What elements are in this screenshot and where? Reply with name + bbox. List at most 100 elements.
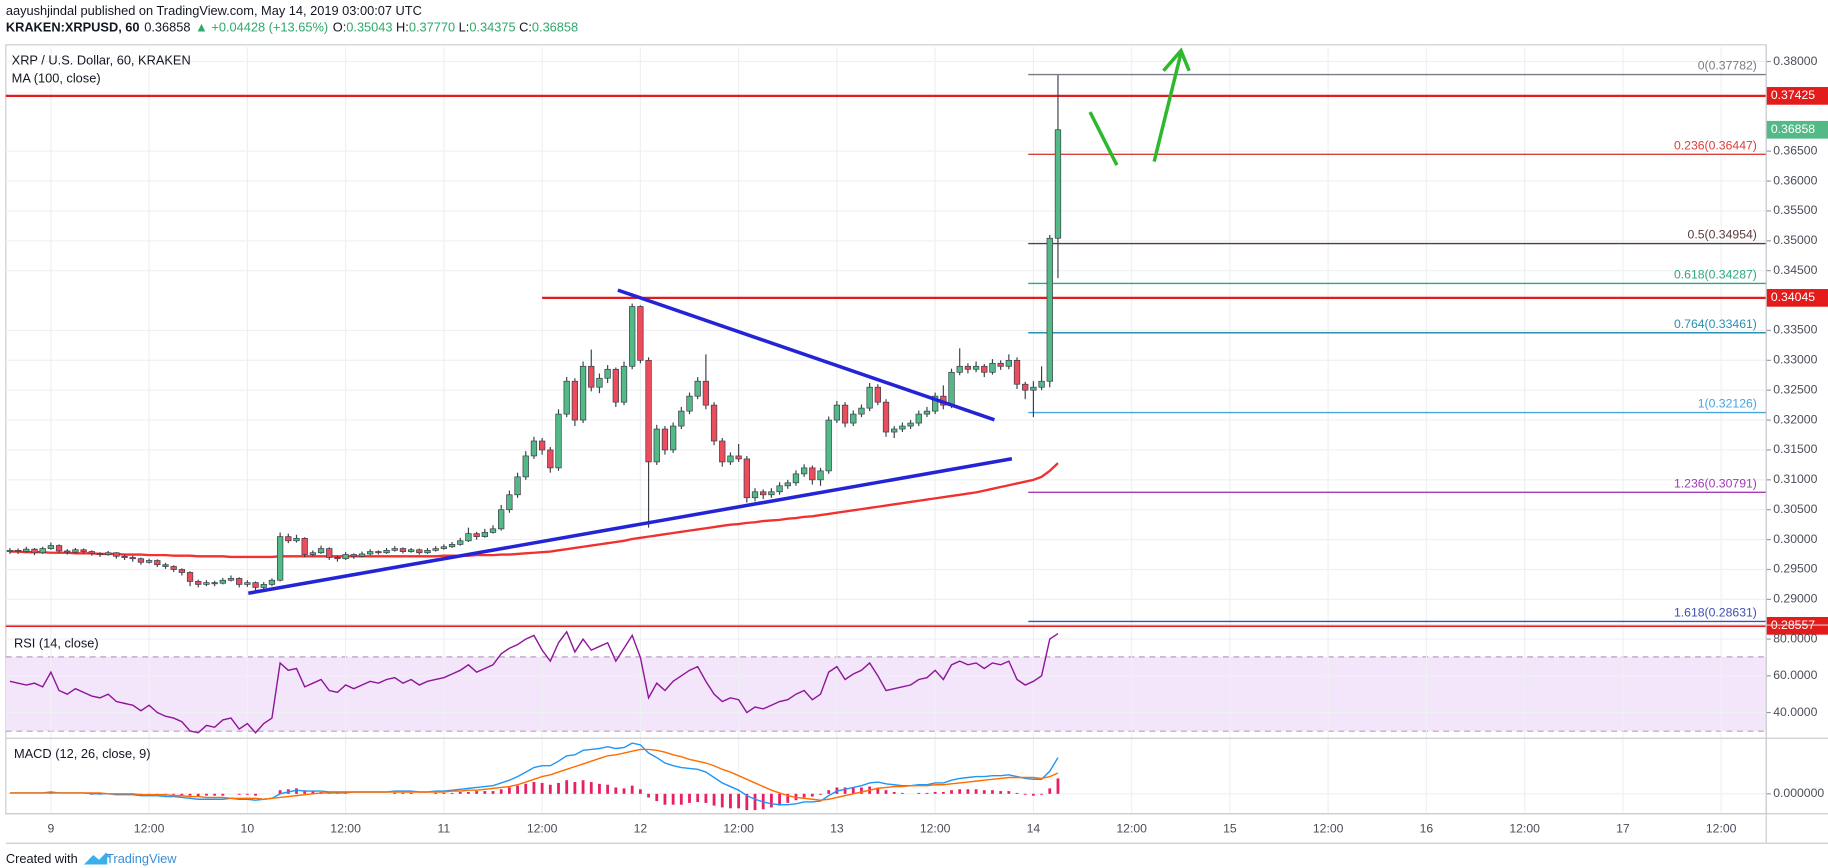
histogram-bar (557, 782, 560, 794)
histogram-bar (843, 787, 847, 794)
candle-body (481, 532, 488, 537)
histogram-bar (532, 782, 536, 794)
candle-body (694, 380, 701, 397)
quote-line: KRAKEN:XRPUSD, 60 0.36858 ▲ +0.04428 (+13.… (6, 20, 578, 35)
histogram-bar (1007, 791, 1011, 794)
histogram-bar (876, 787, 880, 794)
y-tick-label: 0.29000 (1773, 592, 1817, 606)
histogram-bar (409, 792, 413, 794)
histogram-bar (655, 793, 659, 802)
histogram-bar (1040, 793, 1043, 795)
candle-body (768, 491, 775, 496)
candle-body (522, 455, 529, 478)
candle-body (113, 552, 120, 557)
candle-body (653, 428, 660, 463)
candle-body (399, 548, 407, 552)
x-tick-label: 12:00 (1313, 821, 1344, 835)
panes (5, 44, 1767, 815)
histogram-bar (491, 791, 495, 794)
last-price-label: 0.36858 (1771, 122, 1815, 136)
quote-value: 0.37770 (409, 20, 455, 35)
candle-body (448, 544, 456, 548)
candle-body (563, 380, 570, 415)
histogram-bar (393, 792, 397, 794)
histogram-bar (745, 793, 749, 811)
candle-body (195, 581, 202, 585)
candle-body (227, 578, 235, 581)
histogram-bar (303, 790, 307, 794)
candle-body (473, 533, 480, 537)
y-tick-label: 0.31000 (1773, 472, 1817, 486)
histogram-bar (295, 788, 298, 794)
candle-body (719, 440, 726, 463)
y-tick-label: 0.36500 (1773, 143, 1817, 157)
candle-body (342, 554, 349, 560)
candle-body (252, 582, 259, 588)
level-box (1766, 616, 1828, 635)
y-tick-label: 0.33500 (1773, 323, 1817, 337)
candle-body (776, 485, 783, 493)
x-tick-label: 12:00 (920, 821, 951, 835)
histogram-bar (827, 790, 831, 794)
candle-body (571, 380, 579, 421)
fib-label: 0(0.37782) (1698, 58, 1757, 72)
y-tick-label: 0.35500 (1773, 203, 1817, 217)
histogram-bar (622, 788, 626, 794)
quote-key: L: (459, 20, 470, 35)
candle-body (334, 557, 341, 560)
candle-body (514, 476, 521, 496)
candle-body (915, 413, 922, 424)
candle-body (817, 470, 824, 481)
histogram-bar (671, 793, 675, 805)
histogram-bar (696, 793, 700, 802)
candle-body (579, 365, 587, 421)
candle-body (121, 555, 128, 558)
candle-body (391, 548, 398, 551)
x-tick-label: 12:00 (1116, 821, 1147, 835)
histogram-bar (475, 791, 479, 794)
series-line (9, 630, 1059, 734)
candle-body (260, 584, 267, 588)
candle-body (14, 550, 22, 552)
marks: 9 12:00 10 12:00 11 12:00 12 12:00 13 12:00 14 12:0… (5, 47, 1828, 835)
brand-logo (83, 852, 111, 865)
candle-body (841, 404, 849, 424)
candle-body (1038, 380, 1045, 388)
candle-body (588, 365, 595, 388)
candle-body (80, 549, 87, 552)
histogram-bar (917, 792, 921, 794)
histogram-bar (860, 787, 863, 794)
footer-brand[interactable]: TradingView (106, 851, 177, 866)
level-box (1766, 87, 1828, 105)
candle-body (997, 362, 1004, 367)
candle-body (800, 467, 808, 475)
arrow (1088, 111, 1119, 166)
candle-body (31, 548, 38, 554)
fib-label: 1(0.32126) (1698, 396, 1757, 410)
histogram-bar (679, 793, 683, 805)
candle-body (170, 566, 177, 570)
histogram-bar (819, 793, 822, 795)
candle-body (367, 551, 374, 555)
histogram-bar (786, 793, 790, 803)
histogram-bar (540, 782, 544, 794)
candle-body (72, 549, 79, 553)
quote-key: O: (333, 20, 347, 35)
candle-body (358, 553, 366, 557)
chart-title: XRP / U.S. Dollar, 60, KRAKEN (12, 53, 191, 68)
candle-body (637, 306, 644, 361)
candle-body (981, 365, 988, 373)
candle-body (137, 558, 145, 563)
histogram-bar (638, 789, 642, 794)
histogram-bar (598, 783, 601, 794)
y-tick-label: 0.34500 (1773, 263, 1817, 277)
y-tick-label: 0.32000 (1773, 412, 1817, 426)
x-tick-label: 12:00 (1706, 821, 1737, 835)
candle-body (1054, 129, 1062, 239)
histogram-bar (221, 793, 225, 796)
candle-body (1022, 383, 1029, 391)
rsi-band (5, 656, 1767, 732)
drawings (248, 47, 1191, 595)
histogram-bar (900, 792, 904, 794)
candle-body (129, 557, 136, 560)
